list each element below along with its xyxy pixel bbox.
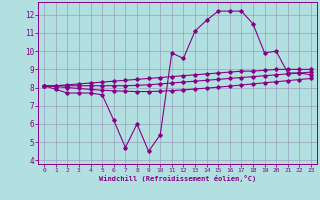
X-axis label: Windchill (Refroidissement éolien,°C): Windchill (Refroidissement éolien,°C) bbox=[99, 175, 256, 182]
